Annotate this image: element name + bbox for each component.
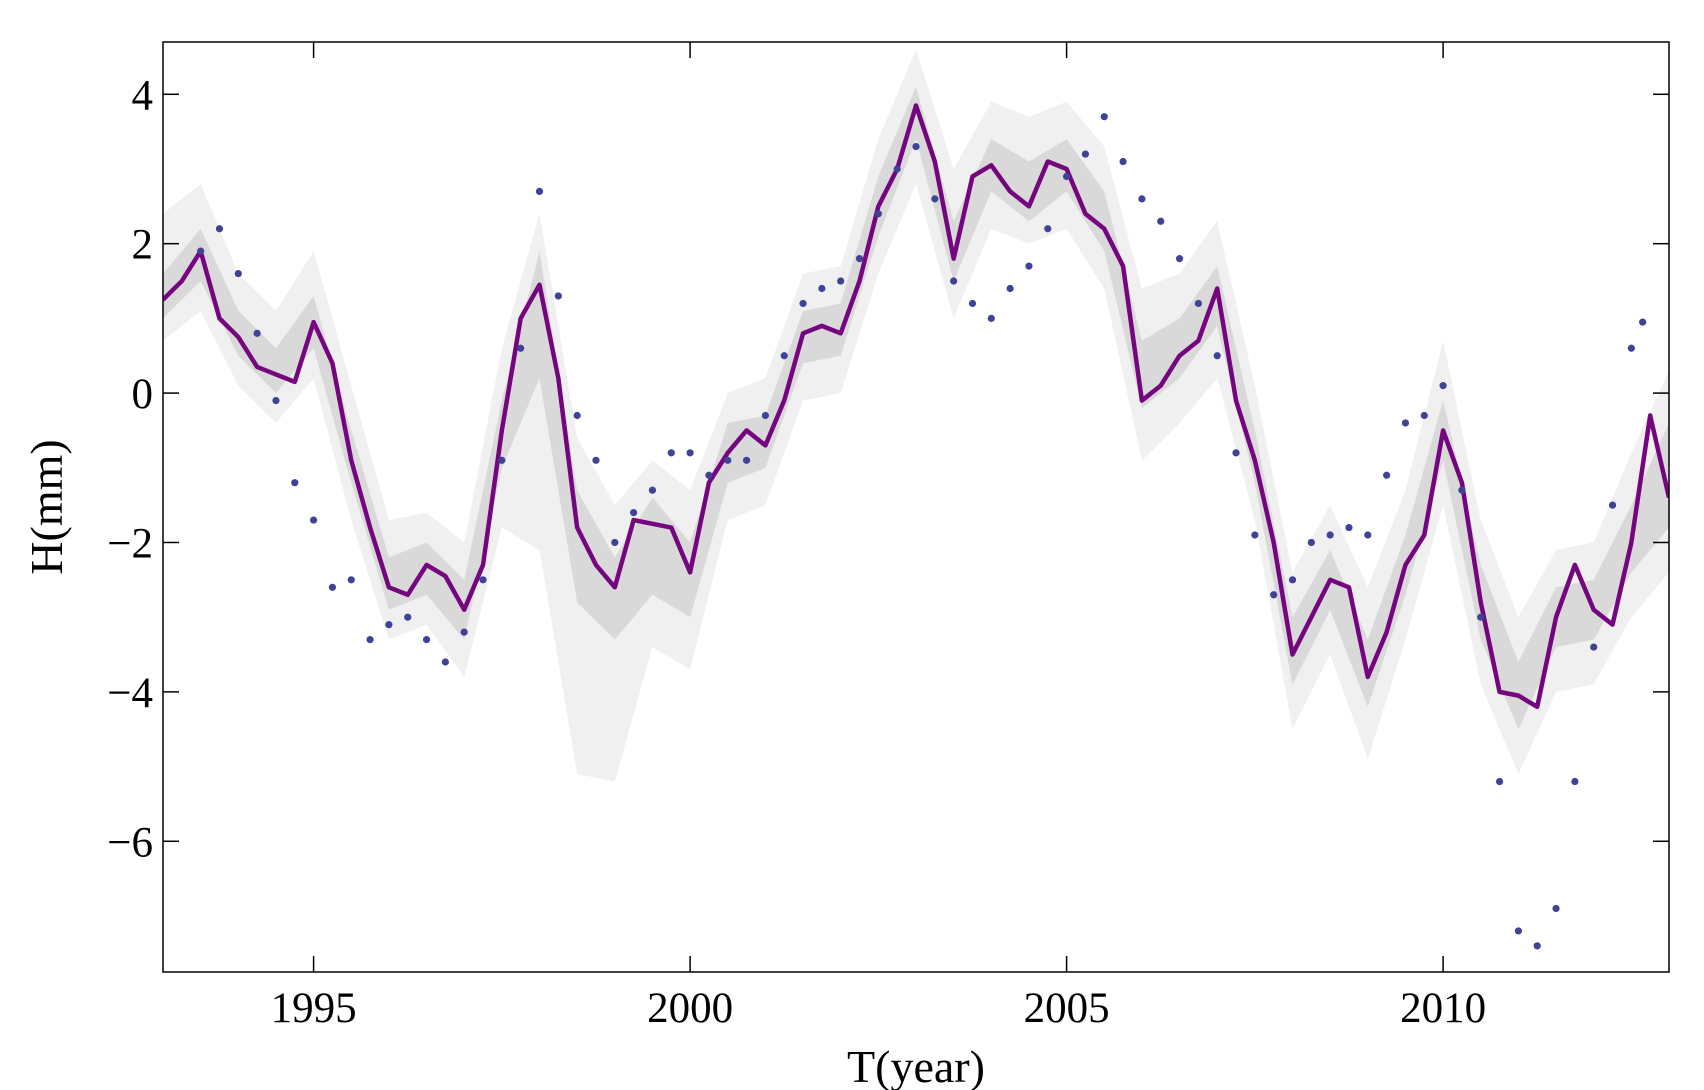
- data-point: [1288, 576, 1297, 584]
- data-point: [422, 635, 431, 644]
- data-point: [1495, 777, 1504, 786]
- data-point: [1232, 449, 1240, 457]
- y-tick-label: 4: [132, 72, 154, 119]
- data-point: [893, 165, 901, 173]
- data-point: [799, 299, 807, 308]
- data-point: [912, 142, 920, 151]
- data-point: [291, 479, 299, 487]
- data-point: [1477, 613, 1485, 621]
- data-point: [968, 299, 977, 308]
- data-point: [1552, 904, 1560, 913]
- data-point: [1213, 352, 1221, 360]
- data-point: [837, 277, 845, 285]
- y-tick-label: 2: [132, 222, 154, 269]
- x-tick-label: 2010: [1400, 985, 1486, 1032]
- data-point: [1383, 471, 1391, 479]
- data-point: [742, 456, 751, 464]
- data-point: [1119, 157, 1127, 166]
- line: [163, 103, 1669, 710]
- data-point: [498, 456, 506, 464]
- data-point: [705, 471, 713, 479]
- data-point: [517, 344, 525, 352]
- data-point: [272, 396, 280, 405]
- y-tick-label: −2: [107, 520, 153, 567]
- data-point: [1025, 262, 1033, 270]
- data-point: [1639, 318, 1647, 326]
- confidence-band: [163, 86, 1669, 730]
- data-point: [1345, 523, 1353, 532]
- data-point: [215, 225, 224, 233]
- data-point: [686, 449, 694, 457]
- data-point: [1627, 344, 1635, 352]
- data-point: [460, 628, 468, 636]
- data-point: [1401, 419, 1410, 427]
- data-point: [404, 613, 412, 621]
- data-point: [1533, 942, 1541, 950]
- data-point: [1458, 486, 1466, 494]
- data-point: [1514, 927, 1522, 935]
- data-point: [1175, 255, 1184, 263]
- data-point: [328, 583, 337, 591]
- data-point: [197, 247, 205, 255]
- data-point: [253, 329, 261, 337]
- data-point: [1270, 591, 1278, 599]
- data-point: [950, 277, 958, 285]
- data-point: [1608, 501, 1617, 509]
- data-point: [987, 314, 995, 322]
- confidence-band: [163, 49, 1669, 782]
- data-point: [931, 195, 939, 203]
- data-point: [1439, 382, 1447, 390]
- y-tick-label: −4: [107, 670, 153, 717]
- data-point: [385, 621, 393, 629]
- data-point: [1063, 172, 1071, 181]
- data-point: [1081, 150, 1090, 158]
- data-point: [648, 486, 657, 494]
- data-point: [630, 509, 638, 517]
- data-point: [234, 269, 242, 278]
- data-point: [1006, 284, 1014, 293]
- x-tick-label: 2005: [1024, 985, 1110, 1032]
- data-point: [818, 284, 826, 293]
- x-axis-label: T(year): [847, 1041, 985, 1090]
- data-point: [1138, 195, 1146, 203]
- data-point: [1571, 777, 1579, 786]
- data-point: [1251, 531, 1259, 539]
- data-point: [780, 352, 788, 360]
- data-point: [479, 576, 487, 584]
- data-point: [592, 456, 600, 464]
- data-point: [1307, 538, 1315, 547]
- y-tick-label: −6: [107, 819, 153, 866]
- data-point: [1590, 643, 1598, 651]
- y-tick-label: 0: [132, 371, 154, 418]
- plot-area: [163, 49, 1669, 950]
- data-point: [667, 449, 675, 457]
- x-tick-label: 1995: [271, 985, 357, 1032]
- data-point: [1157, 217, 1165, 225]
- data-point: [1364, 531, 1372, 539]
- data-point: [611, 538, 619, 547]
- data-point: [310, 516, 318, 524]
- data-point: [441, 658, 449, 666]
- data-point: [1420, 411, 1428, 420]
- data-point: [535, 187, 544, 195]
- data-point: [366, 635, 374, 644]
- data-point: [761, 411, 770, 420]
- y-axis-label: H(mm): [21, 439, 72, 574]
- data-point: [1194, 299, 1202, 308]
- data-point: [874, 210, 882, 218]
- data-point: [554, 292, 562, 300]
- data-point: [1326, 531, 1334, 539]
- data-point: [1100, 113, 1108, 121]
- data-point: [1044, 225, 1052, 233]
- x-tick-label: 2000: [647, 985, 733, 1032]
- data-point: [724, 456, 732, 464]
- data-point: [573, 411, 581, 420]
- frame: [162, 41, 1670, 973]
- data-point: [347, 576, 355, 584]
- data-point: [855, 255, 864, 263]
